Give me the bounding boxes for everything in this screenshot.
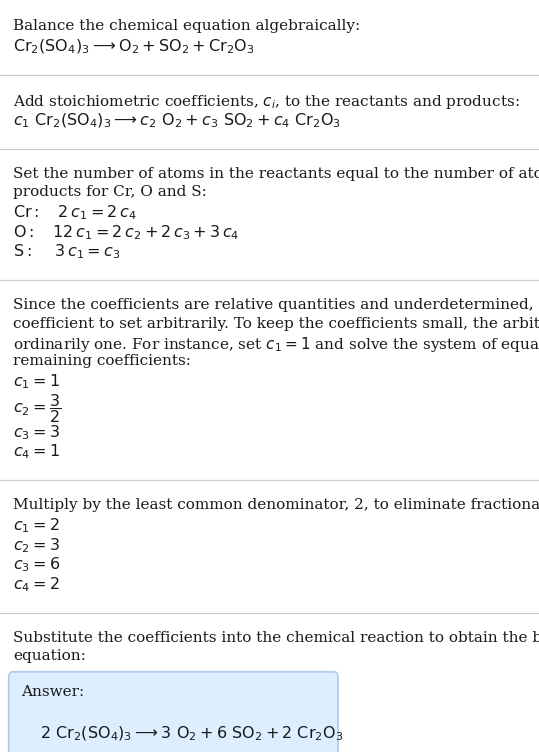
Text: Substitute the coefficients into the chemical reaction to obtain the balanced: Substitute the coefficients into the che… bbox=[13, 631, 539, 644]
Text: Multiply by the least common denominator, 2, to eliminate fractional coefficient: Multiply by the least common denominator… bbox=[13, 499, 539, 512]
Text: Add stoichiometric coefficients, $c_i$, to the reactants and products:: Add stoichiometric coefficients, $c_i$, … bbox=[13, 92, 520, 111]
Text: coefficient to set arbitrarily. To keep the coefficients small, the arbitrary va: coefficient to set arbitrarily. To keep … bbox=[13, 317, 539, 331]
Text: $c_1 = 1$: $c_1 = 1$ bbox=[13, 372, 60, 391]
Text: products for Cr, O and S:: products for Cr, O and S: bbox=[13, 185, 207, 199]
Text: $c_1\ \mathrm{Cr_2(SO_4)_3} \longrightarrow c_2\ \mathrm{O_2} + c_3\ \mathrm{SO_: $c_1\ \mathrm{Cr_2(SO_4)_3} \longrightar… bbox=[13, 111, 341, 129]
Text: $c_3 = 6$: $c_3 = 6$ bbox=[13, 556, 60, 575]
Text: Answer:: Answer: bbox=[21, 685, 84, 699]
FancyBboxPatch shape bbox=[9, 672, 338, 752]
Text: $c_2 = 3$: $c_2 = 3$ bbox=[13, 536, 60, 555]
Text: $c_4 = 2$: $c_4 = 2$ bbox=[13, 575, 59, 594]
Text: ordinarily one. For instance, set $c_1 = 1$ and solve the system of equations fo: ordinarily one. For instance, set $c_1 =… bbox=[13, 335, 539, 354]
Text: Since the coefficients are relative quantities and underdetermined, choose a: Since the coefficients are relative quan… bbox=[13, 299, 539, 312]
Text: $c_2 = \dfrac{3}{2}$: $c_2 = \dfrac{3}{2}$ bbox=[13, 392, 61, 425]
Text: remaining coefficients:: remaining coefficients: bbox=[13, 353, 191, 368]
Text: equation:: equation: bbox=[13, 649, 86, 663]
Text: $\mathrm{S}:\quad\; 3\,c_1 = c_3$: $\mathrm{S}:\quad\; 3\,c_1 = c_3$ bbox=[13, 243, 120, 262]
Text: $c_1 = 2$: $c_1 = 2$ bbox=[13, 517, 59, 535]
Text: $2\ \mathrm{Cr_2(SO_4)_3} \longrightarrow 3\ \mathrm{O_2} + 6\ \mathrm{SO_2} + 2: $2\ \mathrm{Cr_2(SO_4)_3} \longrightarro… bbox=[40, 725, 343, 743]
Text: $\mathrm{Cr_2(SO_4)_3} \longrightarrow \mathrm{O_2} + \mathrm{SO_2} + \mathrm{Cr: $\mathrm{Cr_2(SO_4)_3} \longrightarrow \… bbox=[13, 38, 255, 56]
Text: Balance the chemical equation algebraically:: Balance the chemical equation algebraica… bbox=[13, 19, 360, 33]
Text: Set the number of atoms in the reactants equal to the number of atoms in the: Set the number of atoms in the reactants… bbox=[13, 167, 539, 180]
Text: $c_4 = 1$: $c_4 = 1$ bbox=[13, 443, 60, 462]
Text: $c_3 = 3$: $c_3 = 3$ bbox=[13, 423, 60, 442]
Text: $\mathrm{Cr}:\quad 2\,c_1 = 2\,c_4$: $\mathrm{Cr}:\quad 2\,c_1 = 2\,c_4$ bbox=[13, 204, 137, 223]
Text: $\mathrm{O}:\quad 12\,c_1 = 2\,c_2 + 2\,c_3 + 3\,c_4$: $\mathrm{O}:\quad 12\,c_1 = 2\,c_2 + 2\,… bbox=[13, 223, 239, 242]
